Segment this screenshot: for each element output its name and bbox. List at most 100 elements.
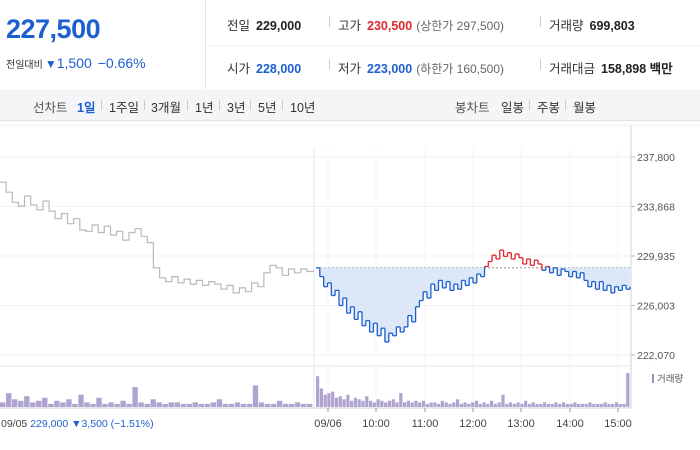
- current-price-box: 227,500 전일대비 ▼1,500 −0.66%: [0, 0, 206, 90]
- divider: [187, 100, 188, 110]
- period-1w[interactable]: 1주일: [109, 101, 139, 115]
- volume-bar: [174, 402, 180, 407]
- open-label: 시가: [227, 62, 251, 76]
- y-tick-label: 226,003: [637, 301, 675, 313]
- prev-session-close: 229,000: [30, 418, 71, 430]
- volume-bar: [162, 403, 168, 407]
- volume-bar: [395, 402, 399, 407]
- candle-weekly[interactable]: 주봉: [537, 101, 561, 115]
- volume-bar: [437, 403, 441, 407]
- period-1y[interactable]: 1년: [195, 101, 214, 115]
- x-tick-label: 12:00: [459, 418, 487, 430]
- volume-bar: [301, 403, 307, 407]
- volume-bar: [334, 397, 339, 408]
- prev-session-change: ▼3,500 (−1.51%): [71, 418, 153, 430]
- candle-daily[interactable]: 일봉: [501, 101, 525, 115]
- volume-bar: [421, 400, 426, 407]
- volume-legend-swatch: [652, 374, 654, 383]
- period-3y[interactable]: 3년: [227, 101, 246, 115]
- amount-label: 거래대금: [549, 62, 596, 76]
- volume-bar: [565, 403, 569, 407]
- x-tick-label: 15:00: [604, 418, 632, 430]
- volume-bar: [380, 400, 384, 407]
- volume-bar: [524, 400, 528, 407]
- volume-bar: [327, 393, 331, 407]
- volume-bar: [543, 402, 547, 407]
- volume-bar: [622, 403, 626, 407]
- candle-monthly[interactable]: 월봉: [573, 101, 597, 115]
- volume-bar: [531, 402, 535, 407]
- volume-bar: [535, 403, 539, 407]
- volume-bar: [596, 403, 600, 407]
- y-tick-label: 222,070: [637, 350, 675, 362]
- amount-stat: 거래대금 158,898 백만: [549, 58, 673, 77]
- volume-bar: [501, 394, 505, 407]
- volume-bar: [198, 403, 204, 407]
- prev-session-date: 09/05: [1, 418, 30, 430]
- volume-bar: [433, 402, 437, 407]
- volume-value: 699,803: [589, 19, 635, 33]
- volume-bar: [150, 399, 156, 407]
- upper-limit: (상한가 297,500): [416, 19, 505, 33]
- period-3m[interactable]: 3개월: [151, 101, 181, 115]
- volume-bar: [497, 402, 501, 407]
- volume-bar: [399, 393, 403, 407]
- volume-bar: [414, 400, 418, 407]
- volume-bar: [270, 403, 277, 407]
- volume-bar: [516, 402, 520, 407]
- period-5y[interactable]: 5년: [258, 101, 277, 115]
- volume-bar: [607, 403, 611, 407]
- volume-bar: [573, 402, 577, 407]
- volume-bar: [24, 396, 30, 407]
- prev-session-line: [0, 181, 314, 294]
- y-tick-label: 229,935: [637, 251, 675, 263]
- volume-bar: [90, 403, 96, 407]
- volume-bar: [48, 403, 54, 407]
- volume-bar: [240, 403, 247, 407]
- change-label: 전일대비: [6, 60, 43, 71]
- high-value: 230,500: [367, 19, 413, 33]
- divider: [540, 16, 541, 27]
- volume-bar: [342, 399, 346, 407]
- volume-stat: 거래량 699,803: [549, 15, 635, 34]
- candle-chart-label: 봉차트: [455, 101, 490, 115]
- change-row: 전일대비 ▼1,500 −0.66%: [6, 55, 146, 71]
- volume-bar: [614, 402, 619, 407]
- volume-legend-label: 거래량: [657, 373, 683, 385]
- volume-bar: [365, 396, 369, 407]
- divider: [101, 100, 102, 110]
- volume-bar: [78, 394, 84, 407]
- volume-bar: [425, 403, 429, 407]
- volume-bar: [319, 388, 323, 407]
- volume-bar: [210, 402, 217, 407]
- volume-bar: [222, 403, 229, 407]
- high-price: 고가 230,500 (상한가 297,500): [338, 15, 504, 34]
- volume-bar: [353, 397, 357, 408]
- below-baseline-fill: [316, 267, 630, 342]
- volume-bar: [132, 387, 138, 407]
- volume-bar: [234, 402, 241, 407]
- volume-bar: [338, 396, 342, 407]
- volume-bar: [569, 403, 573, 407]
- period-1d[interactable]: 1일: [77, 101, 96, 115]
- volume-bar: [350, 400, 354, 407]
- down-triangle-icon: ▼: [44, 57, 57, 71]
- prev-close-value: 229,000: [256, 19, 302, 33]
- change-value: 1,500: [56, 55, 92, 71]
- volume-bar: [138, 402, 144, 407]
- volume-bar: [6, 393, 12, 407]
- volume-bar: [444, 402, 448, 407]
- volume-bar: [156, 402, 162, 407]
- volume-bar: [603, 402, 607, 407]
- volume-bar: [18, 400, 24, 407]
- volume-bar: [599, 403, 603, 407]
- volume-bar: [554, 402, 558, 407]
- period-10y[interactable]: 10년: [290, 101, 316, 115]
- x-tick-label: 14:00: [556, 418, 584, 430]
- x-tick-label: 11:00: [412, 418, 439, 430]
- volume-bar: [12, 399, 18, 407]
- volume-bar: [440, 400, 444, 407]
- open-value: 228,000: [256, 62, 302, 76]
- volume-bar: [246, 403, 253, 407]
- volume-bar: [323, 394, 327, 407]
